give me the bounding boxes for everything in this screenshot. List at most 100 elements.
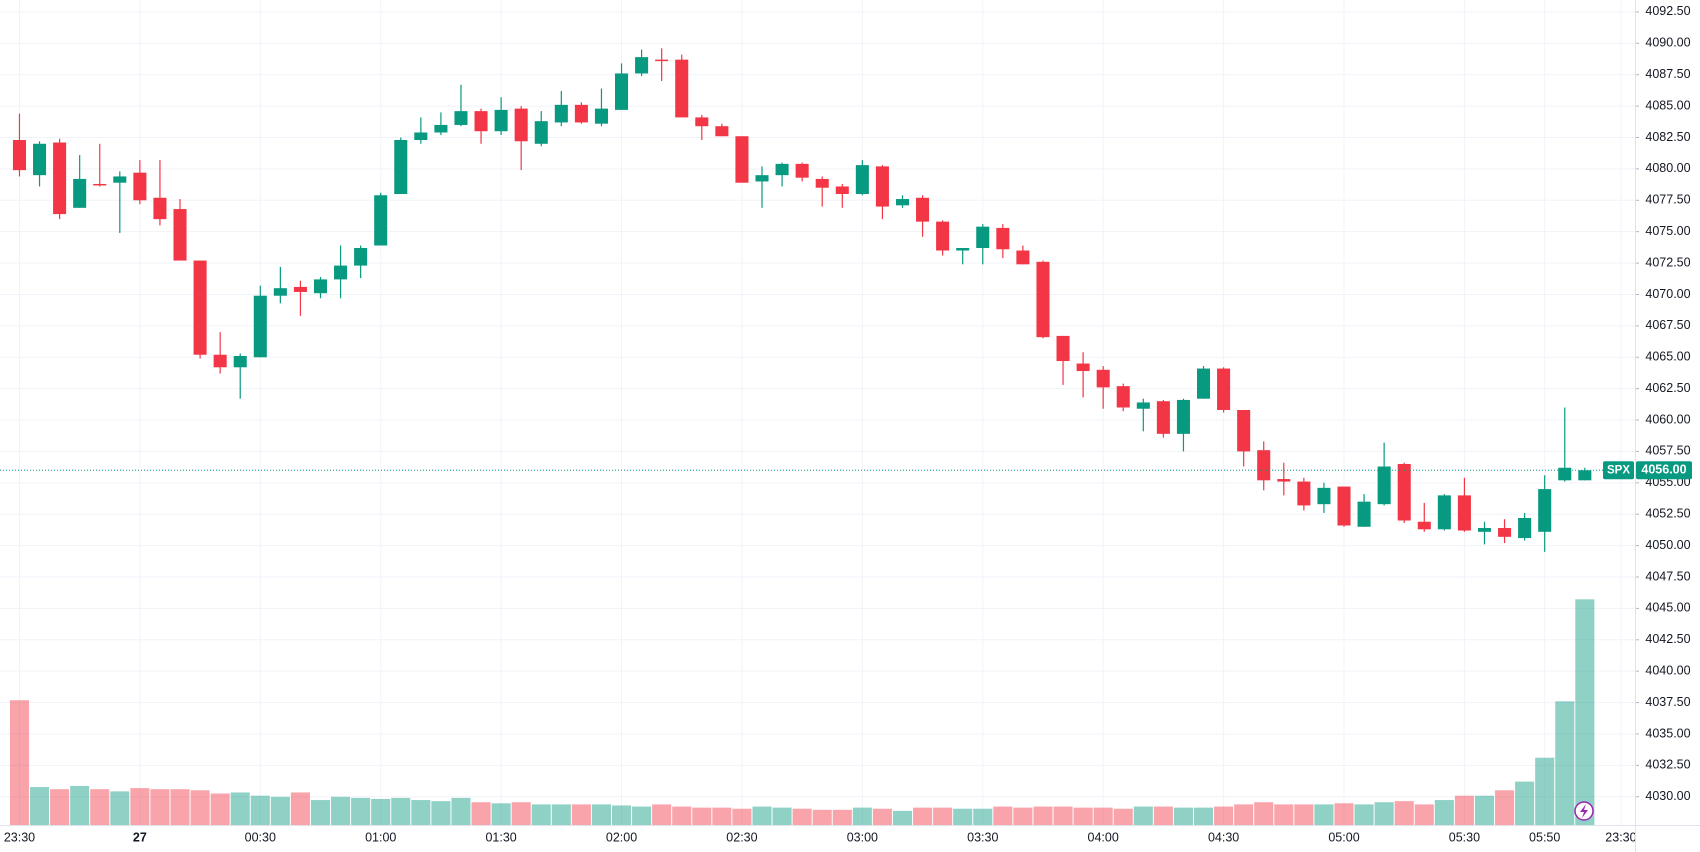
- volume-bar: [230, 792, 250, 825]
- candle-body: [414, 132, 428, 141]
- candle-layer: [12, 48, 1592, 552]
- volume-bar: [872, 808, 892, 825]
- candle-body: [213, 354, 227, 368]
- x-tick-label: 02:30: [726, 830, 757, 844]
- candle-body: [273, 288, 287, 296]
- candle-body: [293, 286, 307, 292]
- volume-bar: [331, 796, 351, 825]
- candle-body: [1176, 399, 1190, 434]
- candle-body: [775, 163, 789, 176]
- candle-body: [173, 209, 187, 261]
- candle-body: [735, 136, 749, 183]
- volume-bar: [591, 804, 611, 825]
- candle-body: [655, 59, 669, 62]
- volume-bar: [451, 797, 471, 825]
- volume-bar: [993, 806, 1013, 825]
- volume-bar: [9, 700, 30, 825]
- volume-bar: [892, 810, 913, 825]
- volume-bar: [1234, 804, 1254, 825]
- volume-bar: [652, 804, 672, 825]
- y-tick-label: 4090.00: [1645, 36, 1690, 50]
- x-tick-label: 04:00: [1088, 830, 1119, 844]
- candle-body: [615, 73, 629, 110]
- y-tick-label: 4057.50: [1645, 444, 1690, 458]
- volume-bar: [913, 807, 933, 825]
- volume-bar: [371, 798, 391, 825]
- volume-bar: [310, 800, 331, 825]
- candle-body: [1437, 495, 1451, 530]
- candle-body: [715, 126, 729, 137]
- volume-bar: [1274, 804, 1294, 825]
- volume-bar: [170, 789, 190, 825]
- volume-bar: [933, 807, 953, 825]
- x-tick-label: 03:30: [967, 830, 998, 844]
- candle-body: [12, 140, 26, 171]
- candle-body: [1076, 363, 1090, 372]
- volume-bar: [973, 808, 993, 825]
- volume-bar: [1093, 807, 1113, 825]
- x-tick-label: 04:30: [1208, 830, 1239, 844]
- x-tick-label: 01:30: [485, 830, 516, 844]
- y-tick-label: 4037.50: [1645, 695, 1690, 709]
- y-tick-label: 4047.50: [1645, 569, 1690, 583]
- volume-bar: [772, 807, 792, 825]
- candle-body: [1337, 486, 1351, 526]
- x-tick-label: 27: [133, 830, 147, 844]
- candle-body: [936, 221, 950, 251]
- volume-bar: [1033, 806, 1053, 825]
- x-tick-label: 00:30: [245, 830, 276, 844]
- volume-bar: [1294, 804, 1314, 825]
- y-tick-label: 4070.00: [1645, 287, 1690, 301]
- volume-bar: [1414, 804, 1434, 825]
- volume-bar: [551, 804, 571, 825]
- candle-body: [1016, 250, 1030, 265]
- candle-body: [835, 186, 849, 195]
- volume-bar: [270, 796, 290, 825]
- volume-bar: [732, 808, 752, 825]
- candle-body: [514, 108, 528, 142]
- volume-bar: [250, 795, 270, 825]
- volume-bar: [1555, 701, 1575, 825]
- volume-bar: [632, 806, 652, 825]
- x-tick-label: 03:00: [847, 830, 878, 844]
- candle-body: [1518, 517, 1532, 539]
- candle-body: [1417, 521, 1431, 530]
- y-tick-label: 4065.00: [1645, 350, 1690, 364]
- candle-body: [956, 248, 970, 251]
- candle-body: [374, 195, 388, 246]
- grid-layer: [0, 0, 1635, 825]
- candle-body: [815, 178, 829, 188]
- candle-body: [113, 176, 127, 183]
- y-tick-label: 4085.00: [1645, 98, 1690, 112]
- candle-body: [976, 226, 990, 249]
- volume-bar: [90, 789, 110, 825]
- x-tick-label: 23:30: [1605, 830, 1636, 844]
- volume-bar: [792, 808, 812, 825]
- volume-bar: [852, 807, 872, 825]
- price-tag: [1636, 461, 1692, 480]
- symbol-label: SPX: [1607, 464, 1630, 476]
- volume-bar: [1254, 802, 1274, 825]
- candle-body: [1377, 466, 1391, 505]
- volume-bar: [611, 805, 632, 825]
- candle-body: [1257, 450, 1271, 481]
- volume-bar: [511, 802, 531, 825]
- candle-body: [1277, 479, 1291, 482]
- candle-body: [1116, 386, 1130, 408]
- volume-bar: [1454, 795, 1474, 825]
- volume-bar: [1214, 806, 1234, 825]
- y-tick-label: 4035.00: [1645, 726, 1690, 740]
- candle-body: [916, 197, 930, 222]
- candle-body: [1477, 528, 1492, 532]
- candle-body: [1397, 463, 1411, 521]
- candle-body: [1096, 369, 1110, 388]
- volume-bar: [1495, 790, 1515, 825]
- y-tick-label: 4050.00: [1645, 538, 1690, 552]
- candle-body: [1498, 528, 1512, 537]
- volume-bar: [953, 808, 973, 825]
- volume-bar: [391, 797, 411, 825]
- candle-body: [1217, 368, 1231, 410]
- candle-body: [875, 166, 889, 207]
